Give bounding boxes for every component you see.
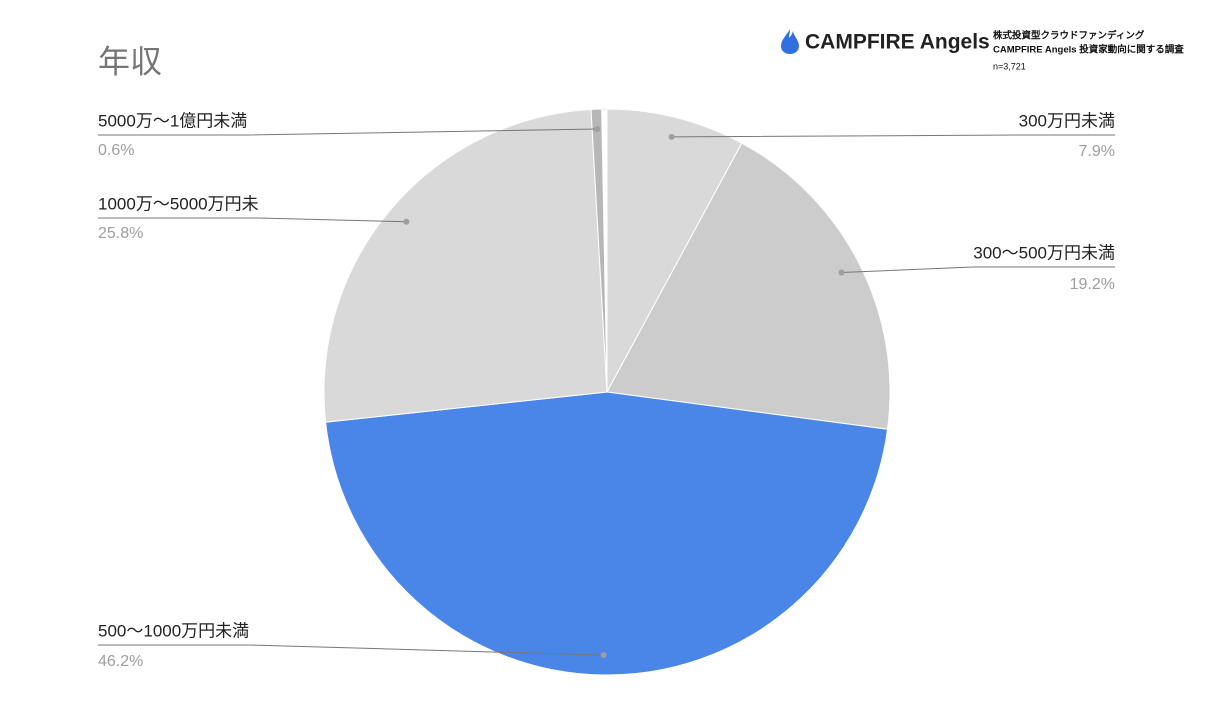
leader-line xyxy=(841,266,1115,274)
leader-dot xyxy=(838,269,845,276)
leader-line xyxy=(98,128,598,136)
leader-dot xyxy=(600,652,607,659)
slice-label: 300万円未満 xyxy=(1019,111,1115,130)
source-note: CAMPFIRE Angels 投資家動向に関する調査 xyxy=(993,44,1184,56)
pie-slice xyxy=(325,391,889,676)
slice-label: 1000万〜5000万円未 xyxy=(98,194,259,213)
pie-slice xyxy=(323,108,608,423)
slice-value-label: 0.6% xyxy=(98,142,134,159)
leader-dot xyxy=(594,125,601,132)
slice-value-label: 25.8% xyxy=(98,225,143,242)
pie-slice xyxy=(590,108,608,393)
logo-text: CAMPFIRE Angels xyxy=(805,31,990,54)
slice-value-label: 19.2% xyxy=(1070,276,1115,293)
leader-dot xyxy=(403,218,410,225)
slice-label: 5000万〜1億円未満 xyxy=(98,111,247,130)
slice-value-label: 7.9% xyxy=(1079,143,1115,160)
leader-line xyxy=(98,217,407,223)
pie-slice xyxy=(606,142,891,430)
leader-line xyxy=(98,644,604,656)
logo-icon xyxy=(781,29,799,54)
leader-dot xyxy=(668,133,675,140)
slice-value-label: 46.2% xyxy=(98,653,143,670)
chart-title: 年収 xyxy=(98,43,162,79)
pie-slice xyxy=(606,108,743,393)
sample-size: n=3,721 xyxy=(993,61,1026,71)
leader-line xyxy=(671,134,1115,138)
slice-label: 300〜500万円未満 xyxy=(973,243,1115,262)
source-note: 株式投資型クラウドファンディング xyxy=(993,30,1145,42)
slice-label: 500〜1000万円未満 xyxy=(98,621,249,640)
